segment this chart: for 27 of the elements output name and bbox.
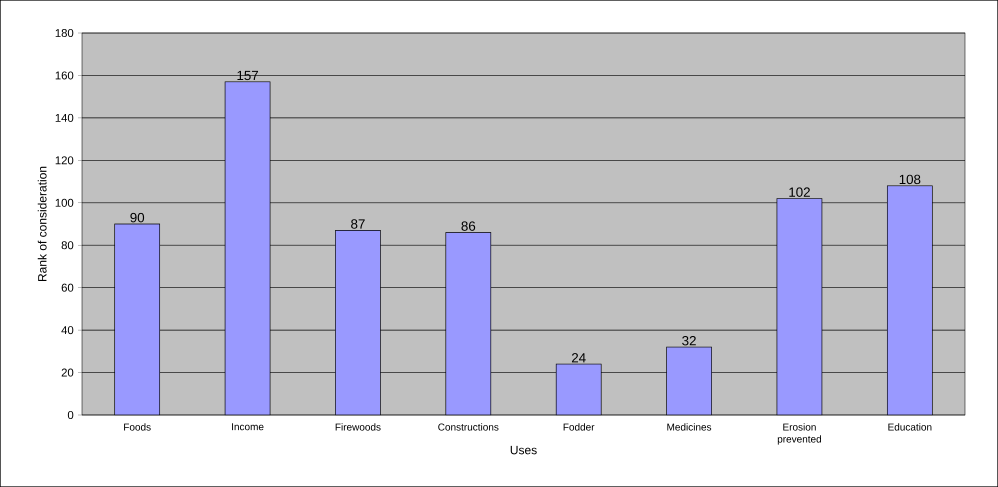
x-tick-label: Erosion prevented bbox=[778, 423, 822, 445]
x-axis-title: Uses bbox=[510, 446, 537, 454]
y-tick-label: 0 bbox=[68, 411, 74, 420]
x-tick-label: Medicines bbox=[667, 423, 712, 431]
data-label: 102 bbox=[789, 187, 810, 197]
data-label: 86 bbox=[461, 221, 476, 231]
data-label: 90 bbox=[130, 212, 144, 222]
data-label: 108 bbox=[900, 174, 920, 184]
y-tick-label: 80 bbox=[62, 241, 74, 250]
y-tick-label: 60 bbox=[62, 284, 74, 292]
y-tick-label: 100 bbox=[56, 198, 74, 207]
y-tick-label: 20 bbox=[62, 368, 74, 377]
x-tick-label: Constructions bbox=[438, 423, 499, 431]
y-tick-label: 40 bbox=[61, 326, 74, 334]
data-label: 32 bbox=[682, 336, 696, 346]
x-tick-label: Foods bbox=[124, 423, 151, 431]
y-tick-label: 160 bbox=[56, 71, 74, 80]
x-tick-label: Fodder bbox=[564, 423, 594, 431]
y-tick-label: 120 bbox=[56, 156, 74, 164]
x-tick-label: Firewoods bbox=[336, 423, 381, 431]
y-axis-title: Rank of consideration bbox=[38, 166, 47, 282]
x-tick-label: Income bbox=[232, 423, 264, 430]
x-tick-label: Education bbox=[888, 423, 932, 431]
y-tick-label: 180 bbox=[56, 29, 74, 38]
data-label: 24 bbox=[572, 353, 586, 362]
data-label: 87 bbox=[351, 219, 365, 229]
y-tick-label: 140 bbox=[56, 114, 74, 122]
